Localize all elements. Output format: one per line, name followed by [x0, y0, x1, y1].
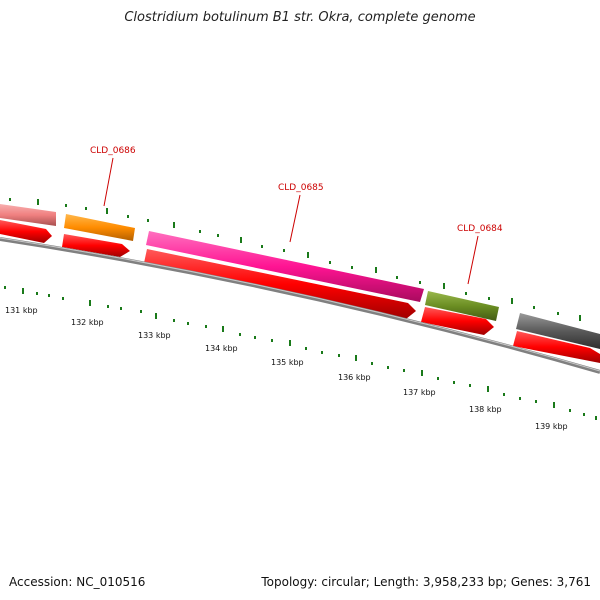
gene-features	[0, 204, 600, 349]
kbp-label-135: 135 kbp	[271, 358, 304, 367]
gene-cld-0684[interactable]	[425, 291, 499, 321]
outer-tick-ring	[9, 198, 581, 321]
kbp-label-132: 132 kbp	[71, 318, 104, 327]
gene-cld-0685[interactable]	[146, 231, 424, 302]
inner-tick-ring	[4, 286, 597, 420]
kbp-label-139: 139 kbp	[535, 422, 568, 431]
kbp-label-133: 133 kbp	[138, 331, 171, 340]
kbp-label-136: 136 kbp	[338, 373, 371, 382]
cds-arrow[interactable]	[513, 331, 600, 363]
gene-label-cld-0684[interactable]: CLD_0684	[457, 224, 503, 234]
coordinate-labels: 131 kbp 132 kbp 133 kbp 134 kbp 135 kbp …	[5, 306, 568, 431]
gene-label-cld-0686[interactable]: CLD_0686	[90, 146, 136, 156]
kbp-label-137: 137 kbp	[403, 388, 436, 397]
kbp-label-134: 134 kbp	[205, 344, 238, 353]
gene-label-callouts: CLD_0686 CLD_0685 CLD_0684	[90, 146, 503, 285]
gene-gray[interactable]	[516, 313, 600, 349]
kbp-label-131: 131 kbp	[5, 306, 38, 315]
cds-arrow[interactable]	[421, 307, 494, 335]
cds-arrow[interactable]	[0, 220, 52, 243]
callout-line-cld-0686	[103, 157, 114, 207]
map-title: Clostridium botulinum B1 str. Okra, comp…	[124, 10, 476, 25]
cds-arrow[interactable]	[62, 234, 130, 257]
callout-line-cld-0684	[467, 235, 479, 285]
genome-backbone-highlight	[0, 237, 600, 372]
callout-line-cld-0685	[289, 194, 301, 243]
kbp-label-138: 138 kbp	[469, 405, 502, 414]
gene-salmon[interactable]	[0, 204, 56, 226]
accession-text: Accession: NC_010516	[9, 575, 146, 589]
cds-features	[0, 220, 600, 363]
genome-summary-text: Topology: circular; Length: 3,958,233 bp…	[261, 575, 591, 589]
gene-cld-0686[interactable]	[64, 214, 135, 241]
gene-label-cld-0685[interactable]: CLD_0685	[278, 183, 324, 193]
cds-arrow[interactable]	[144, 249, 416, 319]
genome-backbone	[0, 237, 600, 374]
